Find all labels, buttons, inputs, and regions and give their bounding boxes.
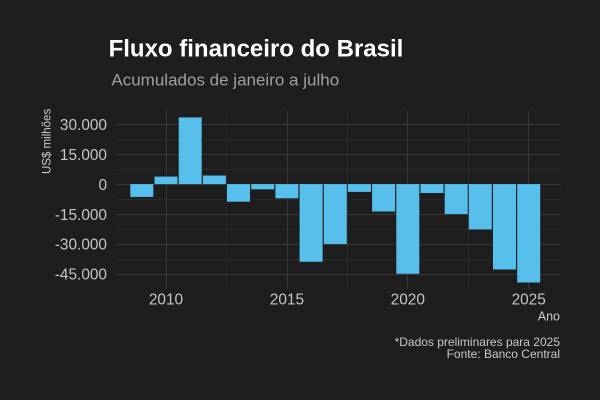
- svg-text:2010: 2010: [149, 292, 183, 309]
- svg-text:Acumulados de janeiro a julho: Acumulados de janeiro a julho: [111, 70, 339, 89]
- svg-text:US$ milhões: US$ milhões: [42, 109, 54, 174]
- svg-text:Ano: Ano: [538, 309, 560, 323]
- svg-text:2025: 2025: [512, 292, 546, 309]
- svg-text:2015: 2015: [270, 292, 304, 309]
- svg-text:*Dados preliminares para 2025: *Dados preliminares para 2025: [395, 335, 561, 349]
- svg-text:Fluxo financeiro do Brasil: Fluxo financeiro do Brasil: [109, 36, 404, 63]
- svg-text:2020: 2020: [391, 292, 425, 309]
- svg-text:30.000: 30.000: [60, 117, 107, 134]
- svg-text:15.000: 15.000: [60, 147, 107, 164]
- svg-text:-30.000: -30.000: [55, 237, 107, 254]
- svg-text:Fonte: Banco Central: Fonte: Banco Central: [447, 347, 560, 361]
- svg-text:-45.000: -45.000: [55, 267, 107, 284]
- svg-text:0: 0: [98, 177, 107, 194]
- svg-text:-15.000: -15.000: [55, 207, 107, 224]
